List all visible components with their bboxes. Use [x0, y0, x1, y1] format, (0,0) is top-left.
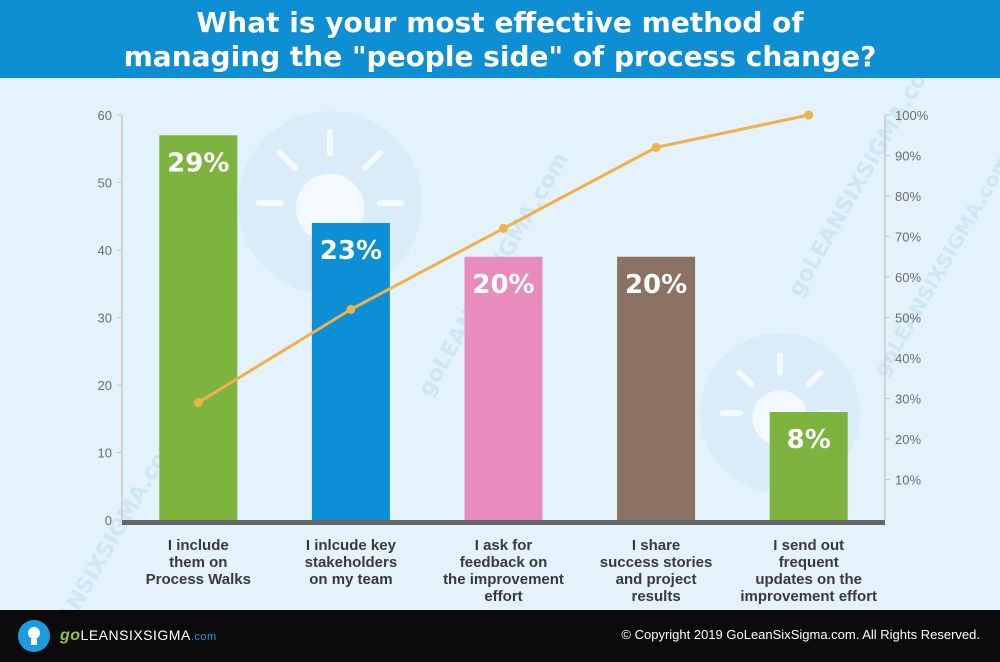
title-banner: What is your most effective method of ma… [0, 0, 1000, 78]
y2-tick-label: 20% [895, 432, 921, 447]
y2-tick-label: 70% [895, 230, 921, 245]
watermark-text: goLEANSIXSIGMA.com [869, 150, 1000, 380]
category-label-line: I inlcude key [306, 537, 397, 554]
ray-decoration [805, 369, 824, 388]
y-tick-label: 0 [105, 513, 112, 528]
cumulative-point [193, 398, 203, 408]
bar-data-label: 20% [472, 270, 534, 300]
category-label-line: I send out [773, 537, 844, 554]
chart-area: goLEANSIXSIGMA.com goLEANSIXSIGMA.com goLE… [0, 78, 1000, 610]
bar [769, 412, 848, 520]
category-label: I ask for feedback on the improvement effor… [443, 537, 564, 605]
cumulative-point [804, 110, 814, 120]
bar [311, 223, 390, 520]
category-label: I inlcude key stakeholders on my team [305, 537, 398, 588]
cumulative-point [346, 304, 356, 314]
y2-tick-label: 90% [895, 149, 921, 164]
category-label-line: I ask for [475, 537, 533, 554]
y-tick-label: 10 [98, 446, 112, 461]
category-label-line: results [631, 588, 680, 605]
category-label-line: effort [484, 588, 522, 605]
y-tick-label: 20 [98, 378, 112, 393]
y2-tick-label: 30% [895, 392, 921, 407]
logo-domain: .com [190, 631, 217, 643]
chart-title-line-1: What is your most effective method of [196, 6, 804, 39]
ray-decoration [276, 149, 298, 171]
category-label-line: I share [632, 537, 680, 554]
brand-logo-text: goLEANSIXSIGMA.com [60, 627, 217, 645]
logo-name: LEANSIXSIGMA [80, 627, 191, 643]
category-label-line: stakeholders [305, 554, 398, 571]
bar [159, 135, 238, 520]
axes: 0 10 20 30 40 50 60 10% 20% 30% 40% 50% 60% 70% 80% 90%… [98, 108, 929, 528]
lightbulb-icon [18, 620, 50, 652]
category-label-line: the improvement [443, 571, 564, 588]
data-labels: 29% 23% 20% 20% 8% [167, 148, 831, 455]
y2-tick-label: 80% [895, 189, 921, 204]
y-tick-label: 50 [98, 176, 112, 191]
category-label-line: improvement effort [740, 588, 877, 605]
brand-logo[interactable]: goLEANSIXSIGMA.com [18, 618, 217, 654]
category-label-line: Process Walks [146, 571, 251, 588]
bar-data-label: 29% [167, 148, 229, 178]
y2-tick-label: 100% [895, 108, 929, 123]
y-tick-label: 30 [98, 311, 112, 326]
y-tick-label: 40 [98, 243, 112, 258]
category-label-line: updates on the [755, 571, 862, 588]
category-label: I send out frequent updates on the improvem… [740, 537, 877, 605]
y-tick-label: 60 [98, 108, 112, 123]
category-label-line: feedback on [460, 554, 548, 571]
bar [617, 256, 696, 520]
chart-title-line-2: managing the "people side" of process ch… [123, 40, 877, 73]
category-label-line: I include [168, 537, 229, 554]
category-label-line: success stories [600, 554, 713, 571]
cumulative-line [193, 110, 814, 408]
category-label-line: and project [616, 571, 697, 588]
bar-data-label: 20% [625, 270, 687, 300]
bar [464, 256, 543, 520]
y2-tick-label: 50% [895, 311, 921, 326]
chart-title: What is your most effective method of ma… [0, 0, 1000, 74]
logo-go: go [60, 627, 81, 644]
y2-tick-label: 10% [895, 473, 921, 488]
bar-data-label: 8% [787, 425, 831, 455]
bar-data-label: 23% [320, 236, 382, 266]
footer: goLEANSIXSIGMA.com © Copyright 2019 GoLe… [0, 610, 1000, 662]
category-label-line: frequent [779, 554, 839, 571]
chart-canvas: goLEANSIXSIGMA.comgoLEANSIXSIGMA.comgoLE… [24, 78, 1000, 610]
category-label-line: on my team [309, 571, 392, 588]
bars [159, 135, 848, 520]
cumulative-point [499, 223, 508, 233]
cumulative-point [651, 142, 661, 152]
y2-tick-label: 40% [895, 351, 921, 366]
category-labels: I include them on Process Walks I inlcude k… [146, 537, 877, 605]
category-label: I include them on Process Walks [146, 537, 251, 588]
x-axis [122, 520, 885, 525]
ray-decoration [736, 369, 755, 388]
category-label-line: them on [169, 554, 227, 571]
copyright-notice: © Copyright 2019 GoLeanSixSigma.com. All… [621, 627, 980, 642]
y2-tick-label: 60% [895, 270, 921, 285]
ray-decoration [362, 149, 384, 171]
category-label: I share success stories and project results [600, 537, 713, 605]
